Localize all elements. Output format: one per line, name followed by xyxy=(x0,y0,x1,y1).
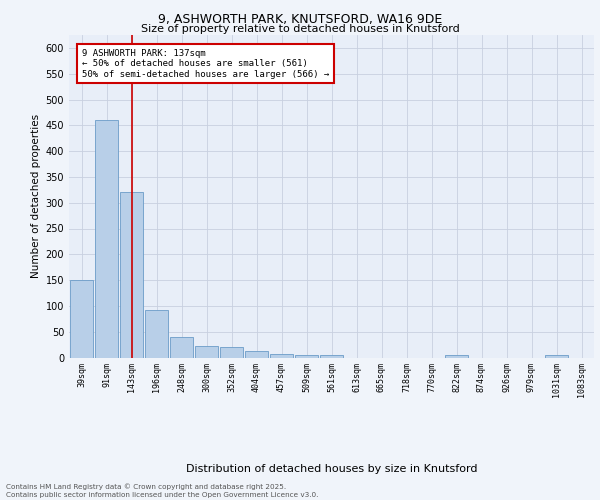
Bar xyxy=(295,355,318,358)
Bar xyxy=(195,346,218,358)
Bar xyxy=(245,352,268,358)
Bar xyxy=(445,356,468,358)
Bar xyxy=(145,310,168,358)
Bar xyxy=(270,354,293,358)
Text: 9, ASHWORTH PARK, KNUTSFORD, WA16 9DE: 9, ASHWORTH PARK, KNUTSFORD, WA16 9DE xyxy=(158,12,442,26)
Bar xyxy=(120,192,143,358)
Bar xyxy=(170,337,193,357)
Text: Size of property relative to detached houses in Knutsford: Size of property relative to detached ho… xyxy=(140,24,460,34)
Bar xyxy=(220,347,243,358)
Text: 9 ASHWORTH PARK: 137sqm
← 50% of detached houses are smaller (561)
50% of semi-d: 9 ASHWORTH PARK: 137sqm ← 50% of detache… xyxy=(82,49,329,78)
Bar xyxy=(320,356,343,358)
X-axis label: Distribution of detached houses by size in Knutsford: Distribution of detached houses by size … xyxy=(186,464,477,474)
Y-axis label: Number of detached properties: Number of detached properties xyxy=(31,114,41,278)
Bar xyxy=(95,120,118,358)
Text: Contains HM Land Registry data © Crown copyright and database right 2025.
Contai: Contains HM Land Registry data © Crown c… xyxy=(6,484,319,498)
Bar xyxy=(70,280,93,357)
Bar xyxy=(545,355,568,358)
